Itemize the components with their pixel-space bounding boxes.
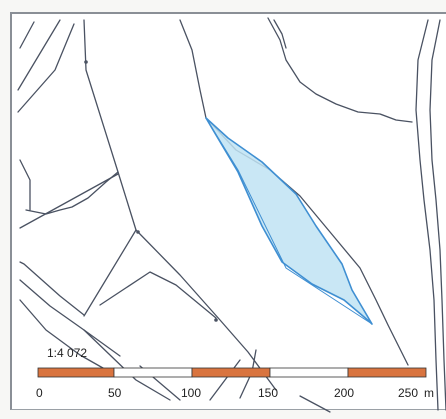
scale-segment-5 (347, 367, 427, 378)
boundary-line (273, 19, 287, 49)
scale-tick-label-50: 50 (108, 386, 122, 400)
boundary-line (179, 19, 207, 119)
scale-segment-3 (191, 367, 271, 378)
boundary-line (19, 261, 85, 316)
scale-ratio: 1:4 072 (47, 346, 88, 360)
boundary-line (19, 21, 35, 49)
boundary-line (267, 17, 413, 123)
boundary-line (17, 23, 75, 113)
survey-point (136, 230, 140, 234)
boundary-line (19, 279, 121, 357)
boundary-line (83, 19, 277, 391)
scale-tick-label-100: 100 (181, 386, 202, 400)
boundary-line (299, 395, 331, 413)
boundary-line (209, 359, 241, 401)
scale-tick-label-0: 0 (36, 386, 43, 400)
parcel-inner-edge (205, 117, 373, 325)
scale-segment-4 (269, 367, 349, 378)
scale-bar (37, 367, 427, 378)
boundary-line (25, 171, 119, 215)
scale-tick-label-250: 250 (398, 386, 419, 400)
survey-point (214, 318, 218, 322)
scale-segment-2 (113, 367, 193, 378)
survey-point (84, 60, 88, 64)
scale-unit-label: m (424, 386, 434, 400)
scale-segment-1 (37, 367, 115, 378)
boundary-line (83, 229, 137, 317)
map-panel (10, 12, 446, 410)
boundary-line (19, 299, 111, 373)
scale-tick-label-150: 150 (258, 386, 279, 400)
boundary-line (19, 159, 31, 211)
road-line (429, 19, 446, 411)
boundary-line (17, 19, 61, 91)
boundary-line (19, 173, 119, 229)
road-line (415, 19, 439, 411)
scale-tick-label-200: 200 (334, 386, 355, 400)
boundary-line (99, 271, 217, 319)
boundary-line (83, 329, 171, 401)
highlighted-parcel[interactable] (205, 117, 373, 325)
